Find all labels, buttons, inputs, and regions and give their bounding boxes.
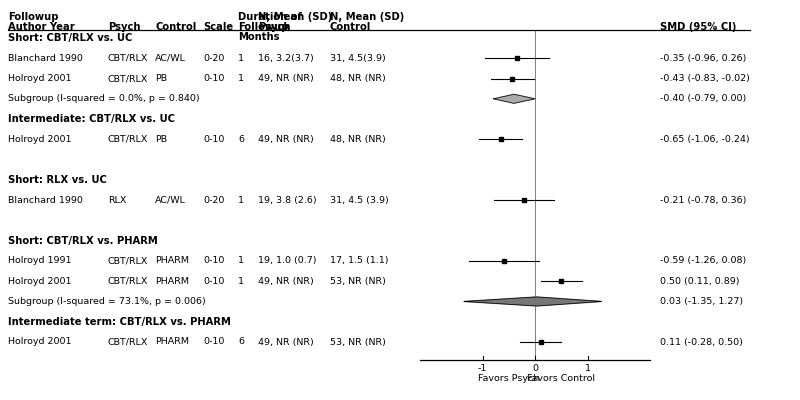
Text: Duration of: Duration of bbox=[238, 12, 302, 22]
Text: CBT/RLX: CBT/RLX bbox=[108, 74, 148, 83]
Polygon shape bbox=[464, 297, 602, 306]
Text: Blanchard 1990: Blanchard 1990 bbox=[8, 196, 83, 205]
Text: 1: 1 bbox=[238, 277, 244, 286]
Text: 0.50 (0.11, 0.89): 0.50 (0.11, 0.89) bbox=[660, 277, 739, 286]
Text: Intermediate term: CBT/RLX vs. PHARM: Intermediate term: CBT/RLX vs. PHARM bbox=[8, 317, 231, 327]
Text: 1: 1 bbox=[238, 196, 244, 205]
Text: -0.21 (-0.78, 0.36): -0.21 (-0.78, 0.36) bbox=[660, 196, 746, 205]
Text: N, Mean (SD): N, Mean (SD) bbox=[258, 12, 332, 22]
Text: 49, NR (NR): 49, NR (NR) bbox=[258, 338, 314, 346]
Text: SMD (95% CI): SMD (95% CI) bbox=[660, 22, 736, 32]
Text: 48, NR (NR): 48, NR (NR) bbox=[330, 135, 386, 144]
Text: CBT/RLX: CBT/RLX bbox=[108, 135, 148, 144]
Text: 0-20: 0-20 bbox=[203, 196, 224, 205]
Text: -0.59 (-1.26, 0.08): -0.59 (-1.26, 0.08) bbox=[660, 256, 746, 266]
Text: Author Year: Author Year bbox=[8, 22, 74, 32]
Text: CBT/RLX: CBT/RLX bbox=[108, 256, 148, 266]
Text: Subgroup (I-squared = 0.0%, p = 0.840): Subgroup (I-squared = 0.0%, p = 0.840) bbox=[8, 94, 200, 103]
Text: 0.11 (-0.28, 0.50): 0.11 (-0.28, 0.50) bbox=[660, 338, 743, 346]
Text: Control: Control bbox=[330, 22, 371, 32]
Text: -0.65 (-1.06, -0.24): -0.65 (-1.06, -0.24) bbox=[660, 135, 750, 144]
Text: Months: Months bbox=[238, 32, 279, 42]
Text: 17, 1.5 (1.1): 17, 1.5 (1.1) bbox=[330, 256, 389, 266]
Text: 31, 4.5(3.9): 31, 4.5(3.9) bbox=[330, 54, 386, 63]
Text: Short: CBT/RLX vs. UC: Short: CBT/RLX vs. UC bbox=[8, 33, 132, 43]
Text: RLX: RLX bbox=[108, 196, 126, 205]
Text: CBT/RLX: CBT/RLX bbox=[108, 54, 148, 63]
Text: Psych: Psych bbox=[108, 22, 141, 32]
Text: 49, NR (NR): 49, NR (NR) bbox=[258, 74, 314, 83]
Text: -0.43 (-0.83, -0.02): -0.43 (-0.83, -0.02) bbox=[660, 74, 750, 83]
Text: Followup: Followup bbox=[8, 12, 58, 22]
Text: -0.40 (-0.79, 0.00): -0.40 (-0.79, 0.00) bbox=[660, 94, 746, 103]
Text: PHARM: PHARM bbox=[155, 338, 189, 346]
Text: Control: Control bbox=[155, 22, 196, 32]
Text: 19, 3.8 (2.6): 19, 3.8 (2.6) bbox=[258, 196, 317, 205]
Text: 1: 1 bbox=[238, 74, 244, 83]
Text: Intermediate: CBT/RLX vs. UC: Intermediate: CBT/RLX vs. UC bbox=[8, 114, 175, 124]
Text: 0.03 (-1.35, 1.27): 0.03 (-1.35, 1.27) bbox=[660, 297, 743, 306]
Text: Psych: Psych bbox=[258, 22, 290, 32]
Text: 0-10: 0-10 bbox=[203, 338, 224, 346]
Text: Favors Psych: Favors Psych bbox=[478, 374, 539, 383]
Text: Subgroup (I-squared = 73.1%, p = 0.006): Subgroup (I-squared = 73.1%, p = 0.006) bbox=[8, 297, 206, 306]
Text: 53, NR (NR): 53, NR (NR) bbox=[330, 338, 386, 346]
Text: 1: 1 bbox=[238, 256, 244, 266]
Text: 0-20: 0-20 bbox=[203, 54, 224, 63]
Text: Holroyd 2001: Holroyd 2001 bbox=[8, 338, 71, 346]
Text: 0-10: 0-10 bbox=[203, 74, 224, 83]
Text: 0-10: 0-10 bbox=[203, 135, 224, 144]
Text: Short: CBT/RLX vs. PHARM: Short: CBT/RLX vs. PHARM bbox=[8, 236, 158, 246]
Text: CBT/RLX: CBT/RLX bbox=[108, 277, 148, 286]
Text: PB: PB bbox=[155, 74, 167, 83]
Text: AC/WL: AC/WL bbox=[155, 54, 186, 63]
Text: Followup: Followup bbox=[238, 22, 289, 32]
Text: Favors Control: Favors Control bbox=[527, 374, 595, 383]
Text: 0-10: 0-10 bbox=[203, 256, 224, 266]
Text: 53, NR (NR): 53, NR (NR) bbox=[330, 277, 386, 286]
Text: Blanchard 1990: Blanchard 1990 bbox=[8, 54, 83, 63]
Text: Holroyd 1991: Holroyd 1991 bbox=[8, 256, 71, 266]
Text: 0-10: 0-10 bbox=[203, 277, 224, 286]
Text: 48, NR (NR): 48, NR (NR) bbox=[330, 74, 386, 83]
Polygon shape bbox=[494, 94, 535, 103]
Text: Holroyd 2001: Holroyd 2001 bbox=[8, 277, 71, 286]
Text: AC/WL: AC/WL bbox=[155, 196, 186, 205]
Text: Holroyd 2001: Holroyd 2001 bbox=[8, 135, 71, 144]
Text: 19, 1.0 (0.7): 19, 1.0 (0.7) bbox=[258, 256, 317, 266]
Text: 6: 6 bbox=[238, 338, 244, 346]
Text: PB: PB bbox=[155, 135, 167, 144]
Text: -0.35 (-0.96, 0.26): -0.35 (-0.96, 0.26) bbox=[660, 54, 746, 63]
Text: CBT/RLX: CBT/RLX bbox=[108, 338, 148, 346]
Text: 1: 1 bbox=[238, 54, 244, 63]
Text: 49, NR (NR): 49, NR (NR) bbox=[258, 135, 314, 144]
Text: PHARM: PHARM bbox=[155, 277, 189, 286]
Text: N, Mean (SD): N, Mean (SD) bbox=[330, 12, 404, 22]
Text: 16, 3.2(3.7): 16, 3.2(3.7) bbox=[258, 54, 314, 63]
Text: Scale: Scale bbox=[203, 22, 233, 32]
Text: Short: RLX vs. UC: Short: RLX vs. UC bbox=[8, 175, 107, 185]
Text: 6: 6 bbox=[238, 135, 244, 144]
Text: PHARM: PHARM bbox=[155, 256, 189, 266]
Text: 1: 1 bbox=[585, 364, 590, 373]
Text: 0: 0 bbox=[532, 364, 538, 373]
Text: -1: -1 bbox=[478, 364, 487, 373]
Text: 31, 4.5 (3.9): 31, 4.5 (3.9) bbox=[330, 196, 389, 205]
Text: 49, NR (NR): 49, NR (NR) bbox=[258, 277, 314, 286]
Text: Holroyd 2001: Holroyd 2001 bbox=[8, 74, 71, 83]
